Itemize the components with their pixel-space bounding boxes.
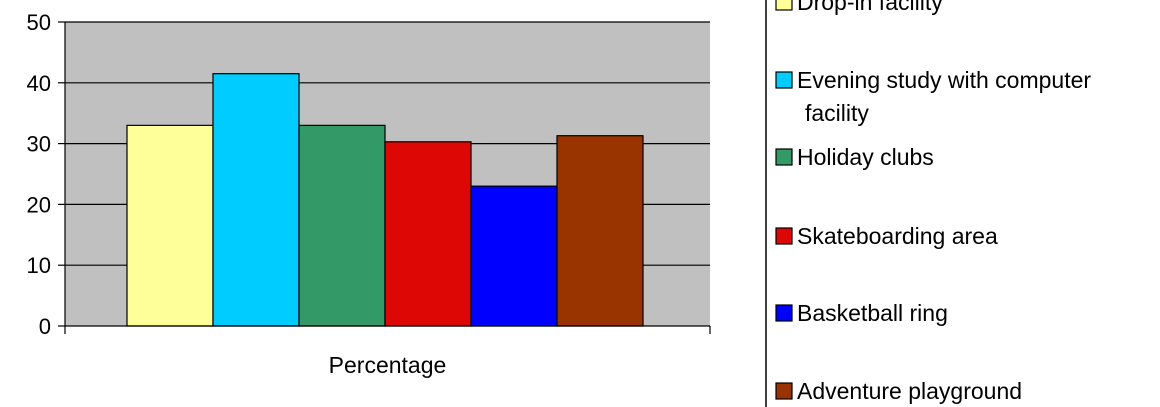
y-tick-labels: 0 10 20 30 40 50 bbox=[27, 10, 51, 339]
legend-label-basketball-ring: Basketball ring bbox=[797, 300, 948, 326]
y-tick-label: 0 bbox=[39, 314, 51, 339]
bar-drop-in-facility bbox=[126, 124, 214, 327]
legend-swatch-drop-in-facility bbox=[775, 0, 793, 11]
x-axis-label: Percentage bbox=[329, 352, 447, 378]
legend-swatch-basketball-ring bbox=[775, 304, 793, 322]
y-tick-label: 10 bbox=[27, 253, 51, 278]
legend-swatch-evening-study-with-computer-facility bbox=[775, 71, 793, 89]
bar-holiday-clubs bbox=[298, 124, 386, 327]
bar-skateboarding-area bbox=[384, 141, 472, 327]
bar-adventure-playground bbox=[556, 135, 644, 327]
y-tick-label: 40 bbox=[27, 71, 51, 96]
legend-label-skateboarding-area: Skateboarding area bbox=[797, 223, 998, 249]
y-tick-label: 30 bbox=[27, 132, 51, 157]
y-tick-label: 50 bbox=[27, 10, 51, 35]
legend-swatch-adventure-playground bbox=[775, 382, 793, 400]
y-tick-label: 20 bbox=[27, 192, 51, 217]
legend-swatch-holiday-clubs bbox=[775, 148, 793, 166]
legend-label-adventure-playground: Adventure playground bbox=[797, 378, 1022, 404]
legend-label-holiday-clubs: Holiday clubs bbox=[797, 144, 934, 170]
axes bbox=[58, 21, 711, 334]
legend-label-drop-in-facility: Drop-in facility bbox=[797, 0, 943, 15]
bar-basketball-ring bbox=[470, 185, 558, 327]
bar-evening-study-with-computer-facility bbox=[212, 73, 300, 327]
bars bbox=[126, 73, 644, 327]
legend-swatch-skateboarding-area bbox=[775, 227, 793, 245]
legend-label-evening-study-with-computer-facility: Evening study with computer facility bbox=[797, 67, 1091, 126]
legend: Drop-in facility Evening study with compu… bbox=[775, 0, 1091, 404]
